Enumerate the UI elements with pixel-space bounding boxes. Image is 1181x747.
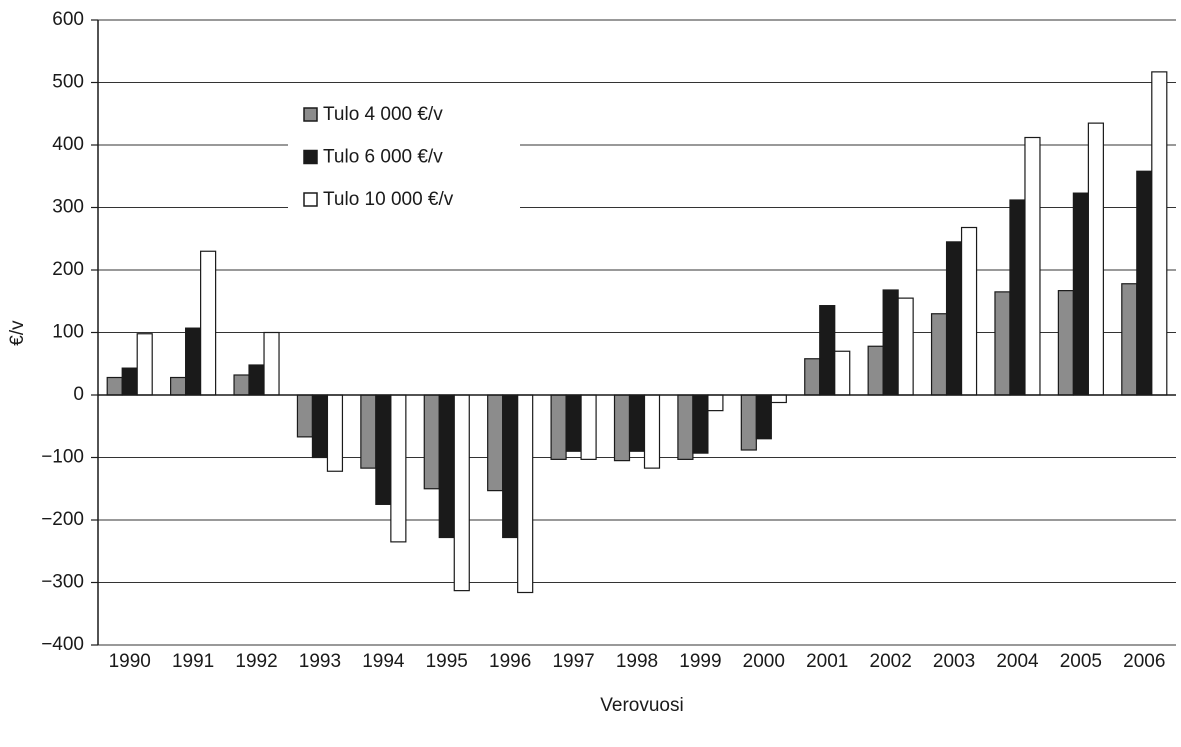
bar — [692, 394, 709, 454]
bar — [517, 394, 534, 594]
bar — [390, 394, 407, 543]
bar — [565, 394, 582, 452]
y-tick-label: 400 — [52, 134, 84, 155]
bar — [1136, 170, 1153, 396]
x-tick-label: 2004 — [996, 651, 1039, 672]
bar — [945, 241, 963, 396]
legend-label: Tulo 4 000 €/v — [323, 104, 443, 125]
y-tick-label: −300 — [41, 572, 84, 593]
bar — [311, 394, 329, 459]
x-tick-label: 1992 — [235, 651, 277, 672]
bar — [423, 394, 440, 490]
x-axis-title: Verovuosi — [600, 695, 683, 716]
bar — [819, 305, 836, 396]
bar — [185, 327, 202, 396]
x-tick-label: 2005 — [1060, 651, 1102, 672]
bar — [804, 358, 821, 396]
bar — [233, 374, 250, 396]
bar — [867, 345, 884, 396]
bar — [106, 376, 123, 396]
legend-swatch — [303, 107, 318, 122]
bar — [121, 367, 138, 396]
x-tick-label: 1995 — [426, 651, 468, 672]
y-tick-label: 100 — [52, 322, 84, 343]
bar — [834, 350, 851, 396]
bar — [360, 394, 377, 469]
x-tick-label: 2003 — [933, 651, 975, 672]
x-tick-label: 1991 — [172, 651, 214, 672]
x-tick-label: 1996 — [489, 651, 531, 672]
bar — [502, 394, 519, 539]
x-tick-label: 1999 — [679, 651, 721, 672]
x-tick-label: 2001 — [806, 651, 848, 672]
y-tick-label: 200 — [52, 259, 84, 280]
bar — [263, 331, 280, 396]
bar — [170, 376, 187, 396]
y-tick-label: 500 — [52, 72, 84, 93]
legend-box — [288, 92, 520, 220]
bar — [1057, 290, 1074, 396]
y-tick-label: −100 — [41, 447, 84, 468]
bar — [453, 394, 470, 592]
bar — [755, 394, 772, 440]
bar — [994, 291, 1011, 396]
bar — [375, 394, 392, 505]
bar — [677, 394, 694, 460]
y-tick-label: 0 — [73, 384, 84, 405]
bar — [770, 394, 787, 404]
bar — [960, 226, 978, 396]
bar — [930, 313, 948, 396]
bar — [1072, 192, 1089, 396]
bar — [1121, 283, 1138, 396]
x-tick-label: 2002 — [870, 651, 912, 672]
x-tick-label: 1990 — [109, 651, 151, 672]
bar — [613, 394, 631, 462]
bar — [707, 394, 724, 412]
legend-swatch — [303, 149, 318, 165]
bar — [882, 289, 899, 396]
y-tick-label: −400 — [41, 634, 84, 655]
x-tick-label: 1994 — [362, 651, 405, 672]
x-tick-label: 1998 — [616, 651, 658, 672]
bar — [1009, 199, 1026, 396]
bar — [438, 394, 455, 539]
bar — [136, 333, 153, 396]
bar — [897, 297, 914, 396]
x-tick-label: 1997 — [552, 651, 594, 672]
bar — [643, 394, 661, 469]
bar — [628, 394, 646, 452]
bar — [550, 394, 567, 460]
x-tick-label: 2000 — [743, 651, 785, 672]
bar — [200, 250, 217, 396]
bar — [248, 364, 265, 396]
bar — [1151, 71, 1168, 396]
y-tick-label: 600 — [52, 9, 84, 30]
bar — [740, 394, 757, 451]
bar — [1087, 122, 1104, 396]
legend-swatch — [303, 192, 318, 207]
legend-label: Tulo 10 000 €/v — [323, 189, 454, 210]
bar — [487, 394, 504, 492]
bar — [296, 394, 314, 438]
bar — [580, 394, 597, 460]
bar — [326, 394, 344, 472]
x-tick-label: 2006 — [1123, 651, 1165, 672]
y-axis-title: €/v — [7, 320, 28, 346]
legend-label: Tulo 6 000 €/v — [323, 147, 443, 168]
y-tick-label: 300 — [52, 197, 84, 218]
x-tick-label: 1993 — [299, 651, 341, 672]
y-tick-label: −200 — [41, 509, 84, 530]
bar — [1024, 136, 1041, 396]
